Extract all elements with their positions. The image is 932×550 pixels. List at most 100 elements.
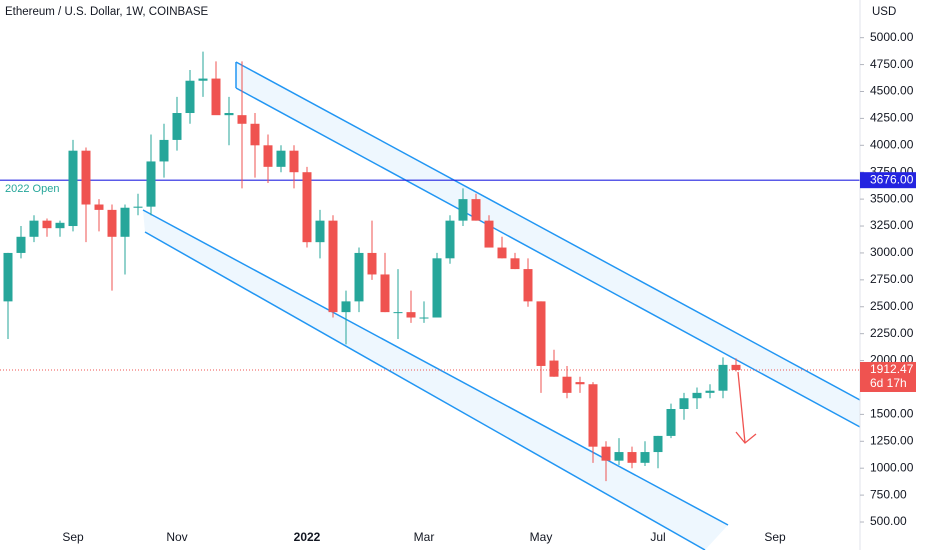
candle-body: [263, 145, 273, 167]
candle-body: [120, 207, 130, 237]
candle-body: [42, 220, 52, 229]
candle-body: [523, 269, 533, 302]
arrow: [735, 371, 757, 444]
arrow-shaft: [737, 371, 746, 444]
candle-body: [484, 220, 494, 248]
x-tick-label: May: [530, 530, 553, 544]
candle-body: [731, 364, 741, 371]
candle-body: [419, 317, 429, 319]
arrow-head: [735, 431, 757, 444]
candle-body: [289, 150, 299, 173]
candle-body: [445, 220, 455, 259]
candle-body: [133, 206, 143, 208]
upper-channel-line: [235, 87, 861, 428]
y-tick-label: 5000.00: [870, 30, 914, 44]
candle-body: [185, 80, 195, 114]
candle-body: [640, 452, 650, 463]
candle-body: [302, 172, 312, 243]
candle-body: [172, 113, 182, 140]
candle-body: [367, 252, 377, 275]
x-tick-label: Sep: [62, 530, 84, 544]
candle-body: [328, 220, 338, 313]
x-tick-label: Mar: [414, 530, 435, 544]
candle-body: [692, 392, 702, 399]
candle-body: [211, 78, 221, 116]
candle-body: [510, 258, 520, 270]
candle-body: [146, 161, 156, 207]
y-tick-label: 1000.00: [870, 460, 914, 474]
y-tick-label: 1250.00: [870, 433, 914, 447]
y-tick-label: 4750.00: [870, 57, 914, 71]
candle-body: [562, 376, 572, 393]
y-tick-label: 2250.00: [870, 326, 914, 340]
candle-body: [705, 390, 715, 393]
lower-channel-line: [142, 209, 729, 526]
candle-body: [575, 382, 585, 385]
y-tick-label: 3500.00: [870, 191, 914, 205]
plot: [0, 51, 860, 482]
x-tick-label: Sep: [764, 530, 786, 544]
candle-body: [16, 236, 26, 253]
y-tick-label: 750.00: [870, 487, 907, 501]
lower-channel-line: [144, 231, 706, 550]
chart-title: Ethereum / U.S. Dollar, 1W, COINBASE: [5, 6, 209, 18]
y-tick-label: 2750.00: [870, 272, 914, 286]
candle-body: [224, 113, 234, 116]
last-price-box: [860, 361, 916, 392]
candle-body: [471, 199, 481, 221]
candle-body: [432, 258, 442, 318]
y-tick-label: 3000.00: [870, 245, 914, 259]
candle-body: [276, 150, 286, 167]
level-line-box: [860, 172, 916, 189]
candle-body: [55, 222, 65, 229]
candle-body: [458, 199, 468, 221]
candle-body: [341, 301, 351, 313]
candle-body: [3, 252, 13, 302]
candle-body: [107, 209, 117, 237]
upper-channel-fill: [236, 62, 860, 427]
candle-body: [68, 150, 78, 227]
y-tick-label: 4250.00: [870, 111, 914, 125]
candle-body: [627, 452, 637, 463]
currency-label: USD: [872, 6, 896, 18]
y-tick-label: 3250.00: [870, 218, 914, 232]
candle-body: [718, 364, 728, 391]
candle-body: [653, 435, 663, 453]
candle-body: [679, 398, 689, 410]
candle-body: [666, 409, 676, 436]
candle-body: [588, 384, 598, 447]
candle-body: [354, 252, 364, 302]
level-line-label: 3676.00: [870, 172, 914, 186]
candle-body: [29, 220, 39, 237]
upper-channel-line: [235, 61, 861, 401]
channels: [142, 61, 861, 550]
candle-body: [536, 301, 546, 366]
candle-body: [94, 204, 104, 210]
candle-body: [237, 115, 247, 124]
candle-body: [159, 139, 169, 162]
candle-body: [81, 150, 91, 205]
candle-body: [315, 220, 325, 243]
candle-body: [250, 123, 260, 146]
y-tick-label: 500.00: [870, 514, 907, 528]
y-tick-label: 4500.00: [870, 84, 914, 98]
candle-body: [198, 78, 208, 81]
candle-body: [380, 274, 390, 313]
x-tick-label: Nov: [166, 530, 187, 544]
candle-body: [601, 446, 611, 461]
y-tick-label: 2500.00: [870, 299, 914, 313]
y-tick-label: 1500.00: [870, 407, 914, 421]
x-tick-label: 2022: [294, 530, 321, 544]
level-line-text: 2022 Open: [5, 183, 59, 195]
last-price-countdown: 6d 17h: [870, 376, 907, 390]
y-tick-label: 4000.00: [870, 137, 914, 151]
candle-body: [614, 452, 624, 461]
x-tick-label: Jul: [650, 530, 665, 544]
lower-channel-fill: [143, 210, 728, 550]
candle-body: [549, 360, 559, 377]
last-price-label: 1912.47: [870, 362, 914, 376]
candle-body: [406, 312, 416, 318]
candle-body: [393, 312, 403, 314]
